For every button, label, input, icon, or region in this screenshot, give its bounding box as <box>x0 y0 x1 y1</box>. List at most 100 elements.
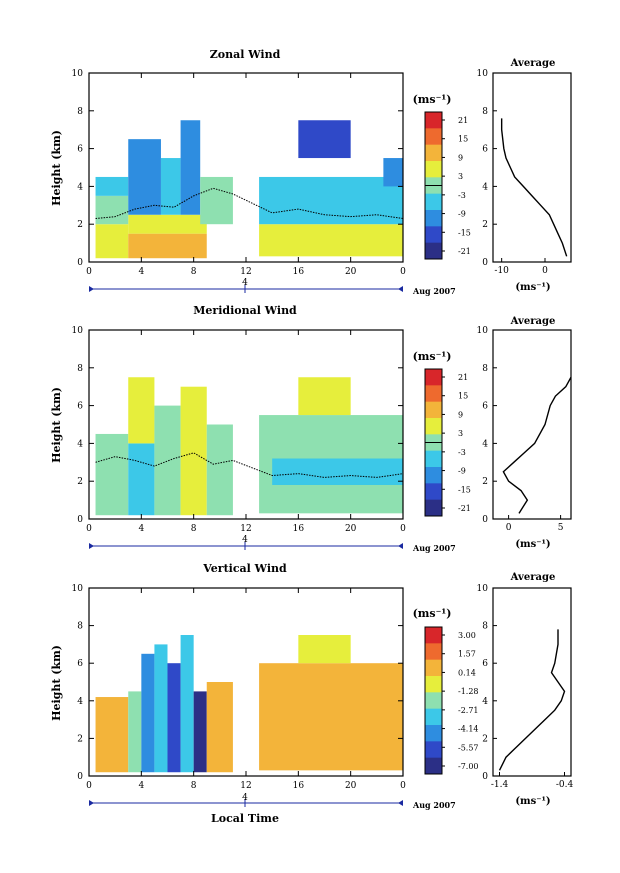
average-line <box>502 376 572 514</box>
colorbar-tick-label: 9 <box>458 410 463 419</box>
colorbar-tick-label: 3 <box>458 172 463 181</box>
colorbar-swatches <box>424 368 443 517</box>
heat-cell <box>259 663 403 771</box>
avg-y-tick-label: 6 <box>482 402 488 412</box>
x-tick-label: 12 <box>240 524 251 534</box>
zero-contour <box>95 452 404 478</box>
colorbar-swatch <box>425 112 442 129</box>
x-tick-label: 12 <box>240 267 251 277</box>
x-tick-label: 0 <box>86 781 92 791</box>
average-xlabel: (ms⁻¹) <box>515 539 550 550</box>
panel-title: Meridional Wind <box>193 304 297 317</box>
date-marker: 4 <box>242 278 248 288</box>
x-tick-label: 16 <box>293 524 305 534</box>
x-tick-label: 0 <box>86 267 92 277</box>
panel-meridional: Meridional Wind Height (km) 0 4 8 12 16 20 002… <box>50 304 572 553</box>
x-tick-label: 20 <box>345 781 357 791</box>
avg-x-tick-label: 0 <box>542 266 548 276</box>
average-profile: Average 0 2 4 6 8 10 -10 0 (ms⁻¹) <box>477 58 572 293</box>
y-tick-label: 10 <box>72 326 84 336</box>
heat-cell <box>383 158 403 187</box>
colorbar-unit: (ms⁻¹) <box>413 350 452 363</box>
colorbar-tick-label: 15 <box>458 392 468 401</box>
y-tick-label: 6 <box>77 145 83 155</box>
heatmap-plot <box>95 120 404 259</box>
colorbar-unit: (ms⁻¹) <box>413 607 452 620</box>
colorbar-swatch <box>425 450 442 468</box>
y-tick-label: 4 <box>77 439 83 449</box>
colorbar-tick-label: -5.57 <box>458 743 479 752</box>
y-axis-label: Height (km) <box>50 130 63 206</box>
x-tick-label: 0 <box>400 524 406 534</box>
colorbar-swatches <box>424 626 443 775</box>
y-tick-label: 8 <box>77 107 83 117</box>
date-label: Aug 2007 <box>412 286 456 296</box>
heat-cell <box>128 214 207 234</box>
colorbar-tick-label: -4.14 <box>458 725 479 734</box>
colorbar-swatch <box>425 708 442 726</box>
y-tick-label: 6 <box>77 659 83 669</box>
colorbar-swatch <box>425 242 442 260</box>
average-line-plot: 0 2 4 6 8 10 0 5 <box>477 326 572 533</box>
x-tick-label: 16 <box>293 781 305 791</box>
avg-x-tick-label: -0.4 <box>556 780 574 790</box>
colorbar-swatch <box>425 725 442 742</box>
avg-y-tick-label: 4 <box>482 182 488 192</box>
avg-y-tick-label: 4 <box>482 439 488 449</box>
colorbar-tick-label: 3.00 <box>458 631 476 640</box>
colorbar-swatch <box>425 757 442 775</box>
y-tick-label: 4 <box>77 182 83 192</box>
heat-cell <box>154 644 168 773</box>
colorbar-swatch <box>425 226 442 244</box>
avg-y-tick-label: 0 <box>482 772 488 782</box>
x-tick-label: 8 <box>191 524 197 534</box>
colorbar-swatch <box>425 659 442 677</box>
y-tick-label: 10 <box>72 69 84 79</box>
panel-vertical: Vertical Wind Height (km) 0 4 8 12 16 20 00246… <box>50 562 573 825</box>
colorbar-ticks: 3.00 1.57 0.14 -1.28 -2.71 -4.14 -5.57 -7.00 <box>442 631 479 771</box>
x-tick-label: 16 <box>293 267 305 277</box>
heat-cell <box>206 682 233 773</box>
y-tick-label: 0 <box>77 258 83 268</box>
date-marker: 4 <box>242 535 248 545</box>
colorbar-swatch <box>425 499 442 517</box>
y-axis-label: Height (km) <box>50 387 63 463</box>
heat-cell <box>206 424 233 516</box>
zero-contour <box>95 187 404 220</box>
colorbar-swatch <box>425 161 442 178</box>
y-tick-label: 8 <box>77 364 83 374</box>
colorbar-tick-label: -21 <box>458 247 471 256</box>
colorbar-tick-label: 21 <box>458 373 468 382</box>
heat-cell <box>128 377 155 444</box>
heat-cell <box>128 233 207 259</box>
avg-y-tick-label: 8 <box>482 364 488 374</box>
y-tick-label: 8 <box>77 622 83 632</box>
colorbar-tick-label: -15 <box>458 228 471 237</box>
avg-y-tick-label: 4 <box>482 697 488 707</box>
colorbar-swatch <box>425 369 442 386</box>
heat-cell <box>95 697 129 773</box>
average-title: Average <box>510 58 556 69</box>
heat-cell <box>128 139 161 215</box>
colorbar-swatch <box>425 692 442 710</box>
colorbar-ticks: 21 15 9 3 -3 -9 -15 -21 <box>442 116 471 256</box>
colorbar-swatch <box>425 210 442 227</box>
colorbar-tick-label: -2.71 <box>458 706 479 715</box>
colorbar-swatch <box>425 467 442 484</box>
average-title: Average <box>510 316 556 327</box>
avg-y-tick-label: 8 <box>482 107 488 117</box>
colorbar-swatch <box>425 676 442 693</box>
y-tick-label: 4 <box>77 697 83 707</box>
colorbar-swatch <box>425 627 442 644</box>
x-axis-label: Local Time <box>211 812 279 825</box>
x-tick-label: 20 <box>345 267 357 277</box>
y-tick-label: 2 <box>77 734 83 744</box>
heat-cell <box>160 158 181 215</box>
heatmap-plot <box>95 377 404 516</box>
panel-title: Vertical Wind <box>202 562 287 575</box>
avg-y-tick-label: 10 <box>477 326 489 336</box>
x-tick-label: 0 <box>86 524 92 534</box>
heat-cell <box>298 377 351 416</box>
heat-cell <box>95 224 129 259</box>
